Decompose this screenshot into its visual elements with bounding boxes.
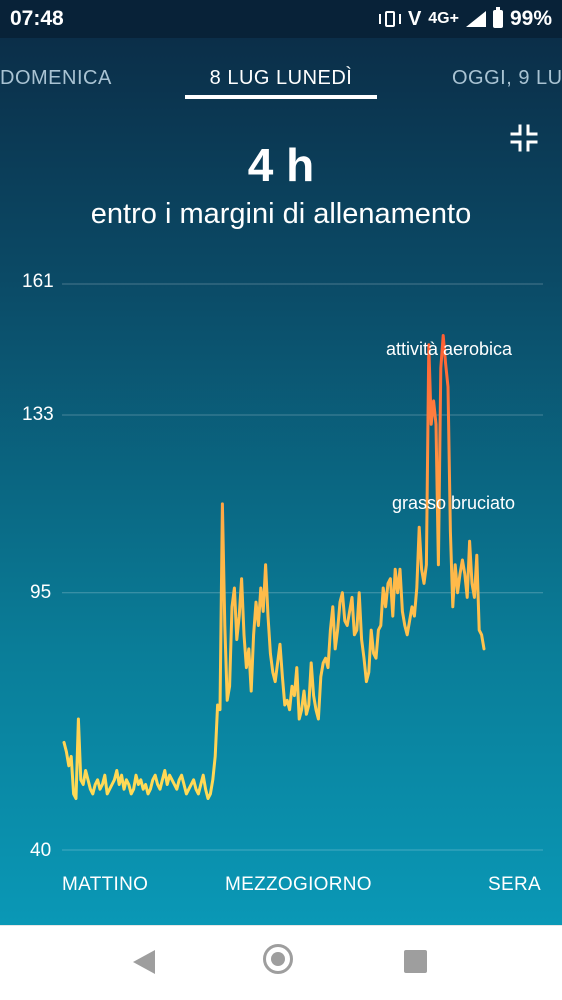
collapse-icon[interactable]: [510, 124, 538, 152]
x-label-morning: MATTINO: [62, 874, 149, 895]
zone-minutes-label: entro i margini di allenamento: [90, 198, 472, 230]
status-bar: 07:48 V 4G+ 99%: [0, 0, 562, 38]
vibrate-icon: [378, 10, 401, 28]
tab-next-day[interactable]: OGGI, 9 LU: [452, 67, 562, 89]
y-tick-161: 161: [22, 271, 54, 292]
y-tick-40: 40: [30, 840, 52, 861]
android-nav-bar: [0, 925, 562, 1000]
heart-rate-line: [62, 334, 486, 800]
tab-selected-day[interactable]: 8 LUG LUNEDÌ: [209, 67, 353, 89]
battery-level: 99%: [509, 7, 552, 30]
active-tab-indicator: [185, 95, 377, 99]
x-label-evening: SERA: [488, 874, 541, 895]
tab-previous-day[interactable]: DOMENICA: [0, 67, 112, 89]
heart-rate-screen: 07:48 V 4G+ 99% DOMENICA 8 LUG LUNEDÌ OG…: [0, 0, 562, 925]
network-type: 4G+: [428, 10, 459, 27]
heart-rate-chart-svg: [62, 283, 543, 851]
x-label-noon: MEZZOGIORNO: [225, 874, 372, 895]
heart-rate-chart: 161 133 95 40 attività aerobica grasso b…: [22, 271, 543, 895]
date-tabs: DOMENICA 8 LUG LUNEDÌ OGGI, 9 LU: [0, 52, 562, 102]
home-icon[interactable]: [263, 944, 293, 974]
zone-minutes-value: 4 h: [247, 139, 315, 191]
zone-label-aerobic: attività aerobica: [386, 339, 513, 359]
signal-icon: [465, 11, 486, 27]
status-icons: V 4G+ 99%: [378, 7, 552, 31]
back-icon[interactable]: [133, 950, 155, 974]
chart-grid: [62, 283, 543, 851]
y-tick-133: 133: [22, 404, 54, 425]
recent-apps-icon[interactable]: [404, 950, 427, 973]
battery-icon: [492, 7, 503, 28]
zone-label-fat-burn: grasso bruciato: [392, 493, 516, 513]
volte-icon: V: [407, 7, 422, 30]
y-tick-95: 95: [30, 582, 52, 603]
status-time: 07:48: [10, 7, 64, 30]
